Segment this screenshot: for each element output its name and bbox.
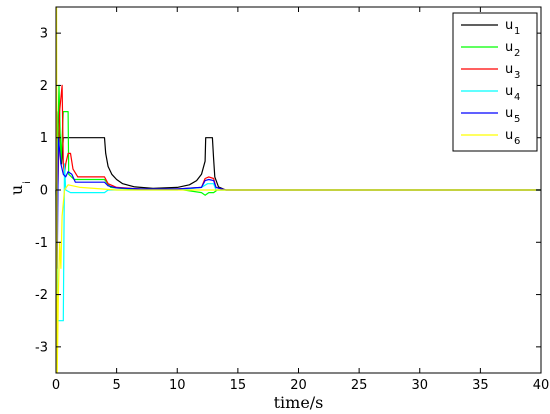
series-line-2 <box>55 84 541 322</box>
x-tick-label: 15 <box>230 378 247 393</box>
y-tick-label: -2 <box>35 288 48 303</box>
y-axis-label-main: u <box>7 185 26 195</box>
y-axis-label-subscript: i <box>22 181 33 184</box>
x-axis-label: time/s <box>274 393 324 412</box>
series-line-4 <box>55 137 541 322</box>
x-tick-label: 20 <box>290 378 307 393</box>
legend: u 1u 2u 3u 4u 5u 6 <box>452 12 538 152</box>
legend-entry-subscript: 1 <box>514 26 520 37</box>
legend-entry-subscript: 2 <box>514 48 520 59</box>
y-tick-label: 3 <box>40 27 48 42</box>
x-tick-label: 25 <box>351 378 368 393</box>
y-tick-label: 2 <box>40 79 48 94</box>
legend-entry-label: u <box>505 84 513 99</box>
legend-entry-subscript: 4 <box>514 92 520 103</box>
y-tick-label: -1 <box>35 236 48 251</box>
legend-entry-label: u <box>505 106 513 121</box>
y-tick-label: -3 <box>35 340 48 355</box>
legend-entry-label: u <box>505 18 513 33</box>
y-axis-label: ui <box>7 181 33 195</box>
x-tick-label: 35 <box>472 378 489 393</box>
x-tick-label: 0 <box>52 378 60 393</box>
legend-entry-label: u <box>505 62 513 77</box>
x-tick-label: 10 <box>169 378 186 393</box>
y-tick-label: 1 <box>40 131 48 146</box>
legend-entry-subscript: 6 <box>514 136 520 147</box>
series-line-5 <box>55 137 541 269</box>
legend-box <box>452 12 538 152</box>
y-tick-label: 0 <box>40 184 48 199</box>
x-tick-label: 30 <box>411 378 428 393</box>
legend-entry-label: u <box>505 128 513 143</box>
legend-entry-subscript: 5 <box>514 114 520 125</box>
series-line-3 <box>55 84 541 217</box>
legend-entry-subscript: 3 <box>514 70 520 81</box>
x-tick-label: 5 <box>112 378 120 393</box>
x-tick-label: 40 <box>533 378 550 393</box>
series-lines <box>55 6 541 374</box>
legend-entry-label: u <box>505 40 513 55</box>
